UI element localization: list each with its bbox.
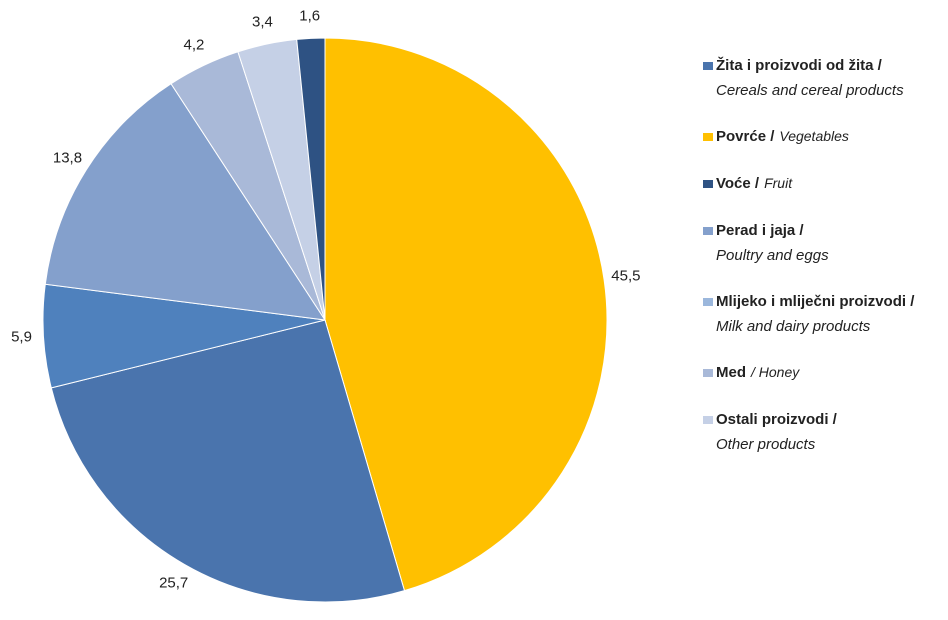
legend-label: Mlijeko i mliječni proizvodi / xyxy=(716,293,915,310)
legend-en: Milk and dairy products xyxy=(716,318,871,335)
legend-swatch xyxy=(703,369,713,377)
legend-en: Fruit xyxy=(764,175,793,191)
legend-label: Voće / Fruit xyxy=(716,175,793,192)
data-label: 13,8 xyxy=(53,149,82,166)
pie-slice xyxy=(50,319,406,603)
legend-en: Cereals and cereal products xyxy=(716,82,904,99)
legend-en: / Honey xyxy=(750,364,800,380)
legend-hr: Voće / xyxy=(716,175,760,192)
pie-slice xyxy=(324,37,608,592)
data-label: 25,7 xyxy=(159,575,188,592)
legend-label: Perad i jaja / xyxy=(716,222,804,239)
legend-en: Poultry and eggs xyxy=(716,247,829,264)
legend-swatch xyxy=(703,133,713,141)
legend-hr: Ostali proizvodi / xyxy=(716,411,838,428)
legend-swatch xyxy=(703,227,713,235)
legend-label: Povrće / Vegetables xyxy=(716,128,849,145)
legend-swatch xyxy=(703,416,713,424)
data-label: 4,2 xyxy=(184,37,205,54)
legend-label: Ostali proizvodi / xyxy=(716,411,838,428)
pie-slice xyxy=(44,83,327,321)
data-label: 5,9 xyxy=(11,329,32,346)
data-label: 1,6 xyxy=(299,7,320,24)
data-label: 45,5 xyxy=(611,268,640,285)
legend-swatch xyxy=(703,180,713,188)
legend-swatch xyxy=(703,62,713,70)
legend-en: Vegetables xyxy=(779,128,849,144)
legend-hr: Mlijeko i mliječni proizvodi / xyxy=(716,293,915,310)
legend-hr: Žita i proizvodi od žita / xyxy=(716,56,883,74)
legend-hr: Perad i jaja / xyxy=(716,222,804,239)
legend-label: Med / Honey xyxy=(716,364,800,381)
legend-hr: Povrće / xyxy=(716,128,775,145)
data-label: 3,4 xyxy=(252,13,273,30)
pie-slice xyxy=(296,37,326,321)
legend-en: Other products xyxy=(716,436,816,453)
legend-label: Žita i proizvodi od žita / xyxy=(716,56,883,74)
legend-hr: Med xyxy=(716,364,746,381)
legend-swatch xyxy=(703,298,713,306)
